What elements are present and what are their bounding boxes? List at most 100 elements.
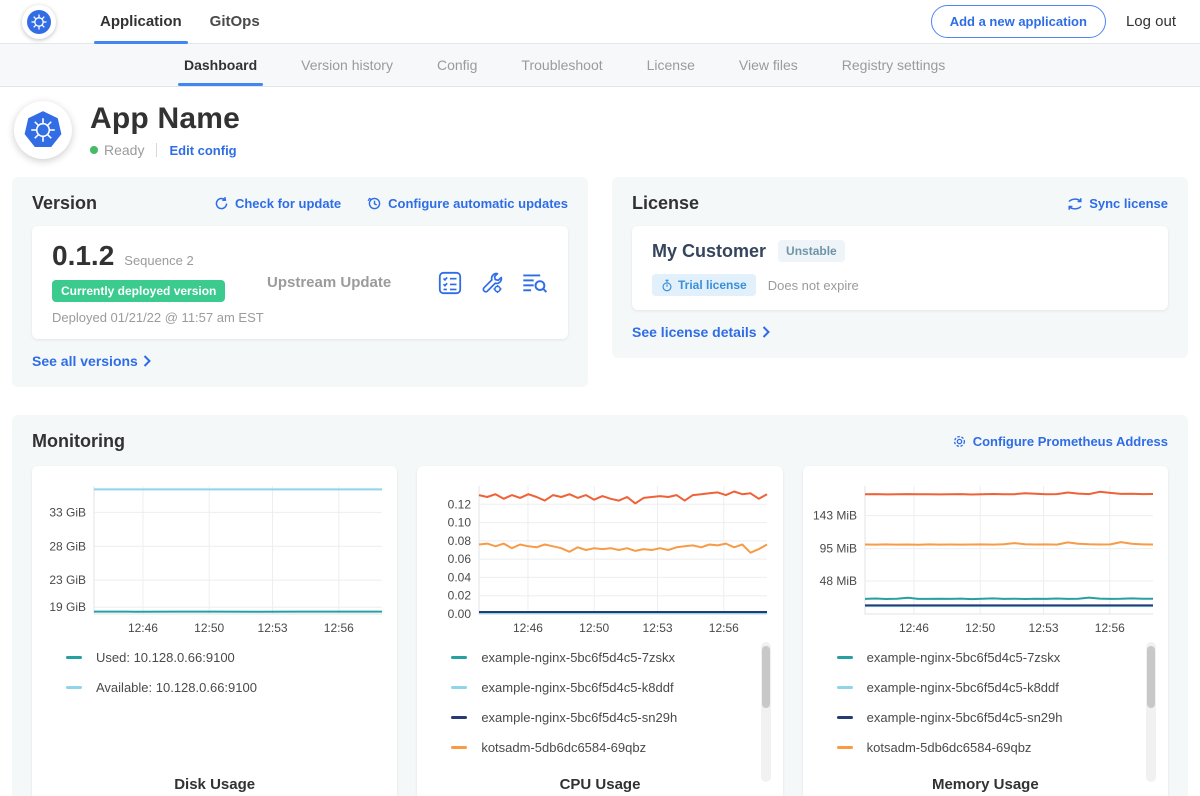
- svg-text:12:46: 12:46: [899, 621, 929, 635]
- legend-item: example-nginx-5bc6f5d4c5-7zskx: [451, 650, 746, 665]
- legend-item: kotsadm-5db6dc6584-69qbz: [451, 740, 746, 755]
- svg-text:0.02: 0.02: [448, 589, 472, 603]
- legend-scrollbar-thumb[interactable]: [762, 646, 770, 708]
- configure-prometheus-label: Configure Prometheus Address: [973, 434, 1168, 449]
- svg-text:12:50: 12:50: [965, 621, 995, 635]
- legend-dash: [451, 746, 467, 749]
- configure-automatic-updates-link[interactable]: Configure automatic updates: [367, 196, 568, 211]
- svg-text:0.00: 0.00: [448, 607, 472, 621]
- check-for-update-label: Check for update: [235, 196, 341, 211]
- tab-config-label: Config: [437, 57, 477, 73]
- legend-dash: [66, 656, 82, 659]
- svg-text:0.12: 0.12: [448, 497, 472, 511]
- stopwatch-icon: [661, 279, 673, 292]
- see-all-versions-link[interactable]: See all versions: [32, 353, 151, 369]
- legend-scrollbar-thumb[interactable]: [1147, 646, 1155, 708]
- disk-usage-card: 12:4612:5012:5312:5619 GiB23 GiB28 GiB33…: [32, 466, 397, 796]
- view-diff-button[interactable]: [522, 271, 548, 295]
- memory-usage-card: 12:4612:5012:5312:5648 MiB95 MiB143 MiB …: [803, 466, 1168, 796]
- version-source: Upstream Update: [267, 274, 438, 291]
- status-dot: [90, 146, 98, 154]
- license-card-title: License: [632, 193, 699, 214]
- memory-usage-chart: 12:4612:5012:5312:5648 MiB95 MiB143 MiB: [809, 478, 1161, 640]
- chevron-right-icon: [143, 355, 151, 367]
- see-all-versions-label: See all versions: [32, 353, 138, 369]
- legend-item: example-nginx-5bc6f5d4c5-sn29h: [451, 710, 746, 725]
- see-license-details-link[interactable]: See license details: [632, 324, 770, 340]
- svg-text:23 GiB: 23 GiB: [49, 573, 86, 587]
- version-sequence: Sequence 2: [124, 253, 193, 268]
- divider: [156, 143, 157, 157]
- app-header: App Name Ready Edit config: [0, 87, 1200, 177]
- preflight-checks-button[interactable]: [438, 271, 462, 295]
- monitoring-card: Monitoring Configure Prometheus Address …: [12, 415, 1188, 796]
- tab-version-history-label: Version history: [301, 57, 393, 73]
- legend-dash: [451, 686, 467, 689]
- tab-view-files[interactable]: View files: [717, 44, 820, 86]
- legend-dash: [451, 656, 467, 659]
- svg-text:12:53: 12:53: [643, 621, 673, 635]
- tab-registry-settings[interactable]: Registry settings: [820, 44, 967, 86]
- svg-text:12:50: 12:50: [580, 621, 610, 635]
- topnav-tabs: Application GitOps: [86, 0, 274, 44]
- channel-badge: Unstable: [778, 240, 845, 262]
- legend-label: example-nginx-5bc6f5d4c5-7zskx: [867, 650, 1061, 665]
- version-card: Version Check for update: [12, 177, 588, 387]
- sync-license-label: Sync license: [1089, 196, 1168, 211]
- topnav-tab-application[interactable]: Application: [86, 0, 196, 44]
- sync-license-link[interactable]: Sync license: [1067, 196, 1168, 211]
- legend-label: example-nginx-5bc6f5d4c5-sn29h: [867, 710, 1063, 725]
- legend-item: Used: 10.128.0.66:9100: [66, 650, 361, 665]
- configure-prometheus-link[interactable]: Configure Prometheus Address: [952, 434, 1168, 449]
- svg-text:19 GiB: 19 GiB: [49, 600, 86, 614]
- svg-text:12:46: 12:46: [513, 621, 543, 635]
- license-expiry: Does not expire: [768, 278, 859, 293]
- add-application-button[interactable]: Add a new application: [931, 5, 1106, 38]
- legend-dash: [837, 656, 853, 659]
- tab-dashboard[interactable]: Dashboard: [162, 44, 279, 86]
- kubernetes-logo-icon: [27, 10, 51, 34]
- legend-item: example-nginx-5bc6f5d4c5-k8ddf: [837, 680, 1132, 695]
- legend-label: example-nginx-5bc6f5d4c5-7zskx: [481, 650, 675, 665]
- legend-label: example-nginx-5bc6f5d4c5-k8ddf: [867, 680, 1059, 695]
- see-license-details-label: See license details: [632, 324, 757, 340]
- sync-icon: [1067, 197, 1083, 211]
- legend-dash: [837, 686, 853, 689]
- logout-button[interactable]: Log out: [1126, 13, 1176, 30]
- legend-label: kotsadm-5db6dc6584-69qbz: [481, 740, 646, 755]
- license-card: License Sync license My Customer Unstabl…: [612, 177, 1188, 358]
- monitoring-title: Monitoring: [32, 431, 125, 452]
- legend-item: example-nginx-5bc6f5d4c5-7zskx: [837, 650, 1132, 665]
- app-subnav: Dashboard Version history Config Trouble…: [0, 44, 1200, 87]
- tab-license[interactable]: License: [625, 44, 717, 86]
- disk-usage-title: Disk Usage: [38, 776, 391, 796]
- topnav-right: Add a new application Log out: [931, 5, 1176, 38]
- memory-usage-legend: example-nginx-5bc6f5d4c5-7zskx example-ng…: [809, 640, 1162, 776]
- svg-text:12:56: 12:56: [324, 621, 354, 635]
- cpu-usage-legend: example-nginx-5bc6f5d4c5-7zskx example-ng…: [423, 640, 776, 776]
- legend-item: example-nginx-5bc6f5d4c5-sn29h: [837, 710, 1132, 725]
- legend-item: Available: 10.128.0.66:9100: [66, 680, 361, 695]
- svg-text:28 GiB: 28 GiB: [49, 539, 86, 553]
- tab-config[interactable]: Config: [415, 44, 499, 86]
- version-card-title: Version: [32, 193, 97, 214]
- legend-label: kotsadm-5db6dc6584-69qbz: [867, 740, 1032, 755]
- svg-text:0.10: 0.10: [448, 516, 472, 530]
- tab-troubleshoot[interactable]: Troubleshoot: [499, 44, 624, 86]
- legend-item: kotsadm-5db6dc6584-69qbz: [837, 740, 1132, 755]
- legend-label: Used: 10.128.0.66:9100: [96, 650, 235, 665]
- edit-config-link[interactable]: Edit config: [169, 143, 236, 158]
- view-config-button[interactable]: [480, 271, 504, 295]
- license-type-label: Trial license: [678, 278, 747, 292]
- topnav-tab-application-label: Application: [100, 13, 182, 30]
- checklist-icon: [438, 271, 462, 295]
- legend-dash: [451, 716, 467, 719]
- tab-license-label: License: [647, 57, 695, 73]
- legend-dash: [837, 746, 853, 749]
- topnav-tab-gitops[interactable]: GitOps: [196, 0, 274, 44]
- tab-version-history[interactable]: Version history: [279, 44, 415, 86]
- check-for-update-link[interactable]: Check for update: [214, 196, 341, 211]
- svg-text:12:56: 12:56: [709, 621, 739, 635]
- legend-item: example-nginx-5bc6f5d4c5-k8ddf: [451, 680, 746, 695]
- tab-troubleshoot-label: Troubleshoot: [521, 57, 602, 73]
